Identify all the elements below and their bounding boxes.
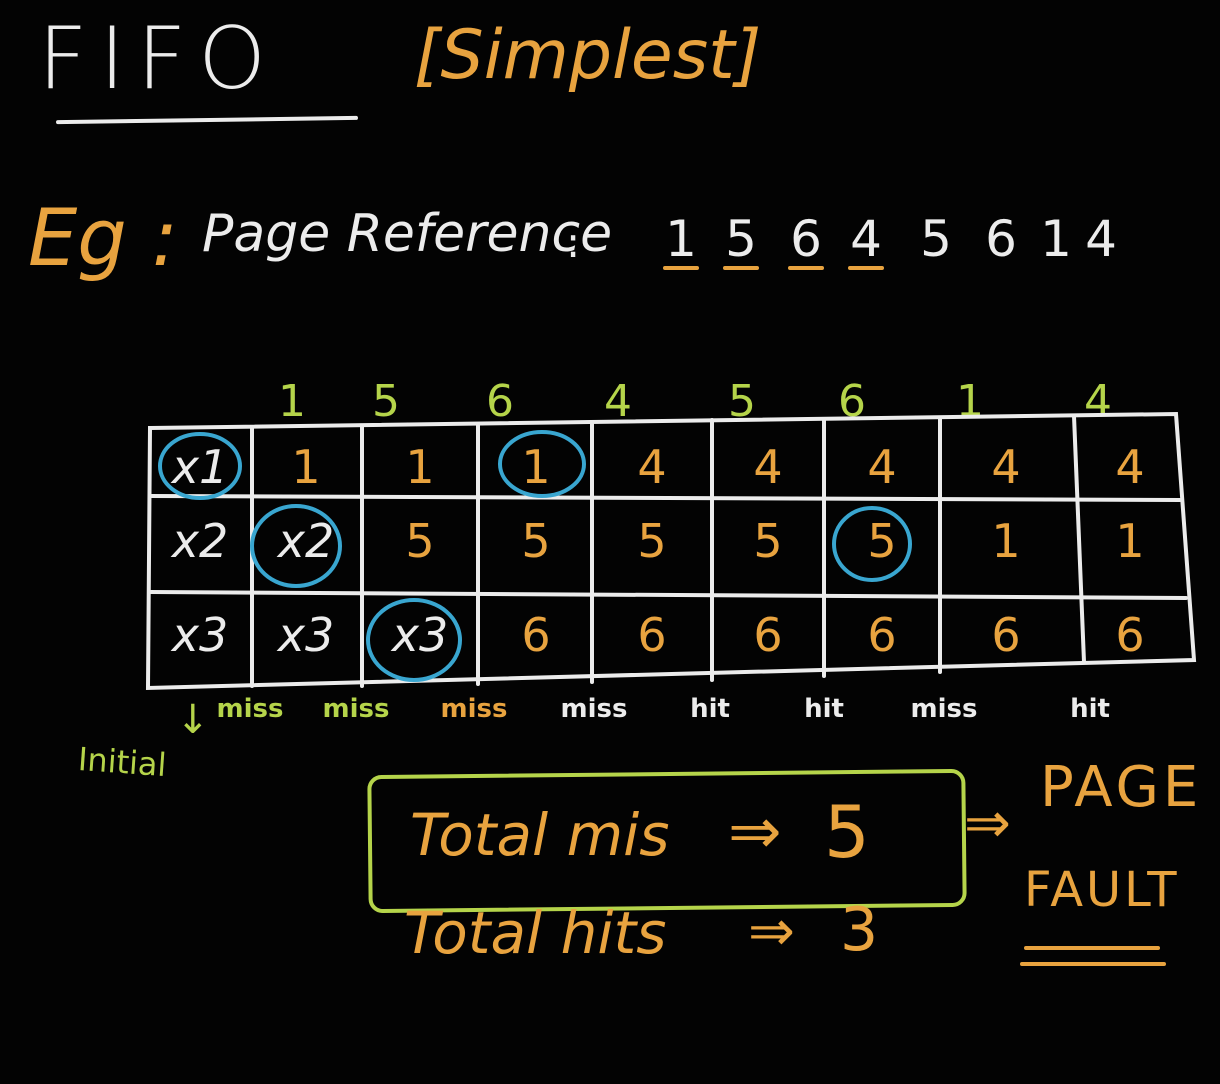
table-cell: 5 — [753, 514, 783, 568]
table-cell: x3 — [171, 608, 229, 662]
table-cell: 6 — [991, 608, 1021, 662]
table-cell: 1 — [405, 440, 435, 494]
implies-arrow-icon: ⇒ — [728, 795, 782, 869]
page-reference-label: Page Reference — [202, 204, 613, 264]
table-cell: 4 — [753, 440, 783, 494]
status-label: miss — [560, 694, 628, 724]
table-cell: x2 — [277, 514, 335, 568]
table-cell: 6 — [753, 608, 783, 662]
reference-page-number: 4 — [850, 210, 882, 268]
table-cell: 4 — [1115, 440, 1145, 494]
column-header: 4 — [604, 376, 632, 427]
table-cell: 5 — [405, 514, 435, 568]
table-cell: 6 — [867, 608, 897, 662]
column-header: 5 — [728, 376, 756, 427]
initial-arrow-icon: ↓ — [176, 697, 210, 743]
table-cell: 5 — [867, 514, 897, 568]
page-fault-label-line1: PAGE — [1040, 755, 1203, 820]
page-title: FIFO — [38, 9, 278, 109]
table-cell: 4 — [637, 440, 667, 494]
implies-arrow-icon: ⇒ — [748, 899, 795, 964]
table-cell: 1 — [291, 440, 321, 494]
reference-underline — [723, 266, 759, 270]
reference-page-number: 1 — [1040, 210, 1072, 268]
page-fault-underline — [1020, 962, 1166, 966]
status-label: miss — [440, 694, 508, 724]
table-cell: x1 — [171, 440, 229, 494]
status-label: miss — [910, 694, 978, 724]
example-label: Eg : — [28, 194, 178, 284]
initial-label: Initial — [76, 739, 168, 785]
page-subtitle: [Simplest] — [414, 16, 762, 95]
column-header: 4 — [1084, 376, 1112, 427]
reference-page-number: 1 — [665, 210, 697, 268]
reference-page-number: 6 — [985, 210, 1017, 268]
reference-page-number: 5 — [920, 210, 952, 268]
table-cell: 4 — [867, 440, 897, 494]
total-hits-value: 3 — [840, 895, 879, 965]
table-cell: 1 — [521, 440, 551, 494]
table-cell: 1 — [1115, 514, 1145, 568]
status-label: hit — [804, 694, 844, 724]
table-cell: x3 — [391, 608, 449, 662]
column-header: 1 — [278, 376, 306, 427]
table-cell: 6 — [1115, 608, 1145, 662]
total-hits-label: Total hits — [404, 899, 667, 967]
reference-page-number: 5 — [725, 210, 757, 268]
total-miss-value: 5 — [824, 790, 870, 874]
column-header: 6 — [486, 376, 514, 427]
reference-colon: : — [566, 218, 581, 267]
table-cell: 5 — [521, 514, 551, 568]
table-cell: 4 — [991, 440, 1021, 494]
reference-page-number: 4 — [1085, 210, 1117, 268]
status-label: miss — [216, 694, 284, 724]
reference-page-number: 6 — [790, 210, 822, 268]
table-cell: 6 — [521, 608, 551, 662]
page-fault-underline — [1024, 946, 1160, 950]
reference-underline — [788, 266, 824, 270]
table-cell: 1 — [991, 514, 1021, 568]
implies-arrow-icon: ⇒ — [964, 791, 1011, 856]
status-label: miss — [322, 694, 390, 724]
title-underline — [55, 115, 359, 125]
column-header: 6 — [838, 376, 866, 427]
reference-underline — [848, 266, 884, 270]
table-cell: x3 — [277, 608, 335, 662]
column-header: 1 — [956, 376, 984, 427]
status-label: hit — [1070, 694, 1110, 724]
table-cell: 5 — [637, 514, 667, 568]
table-cell: x2 — [171, 514, 229, 568]
status-label: hit — [690, 694, 730, 724]
page-fault-label-line2: FAULT — [1024, 862, 1180, 918]
total-miss-label: Total mis — [410, 801, 670, 869]
table-cell: 6 — [637, 608, 667, 662]
column-header: 5 — [372, 376, 400, 427]
reference-underline — [663, 266, 699, 270]
